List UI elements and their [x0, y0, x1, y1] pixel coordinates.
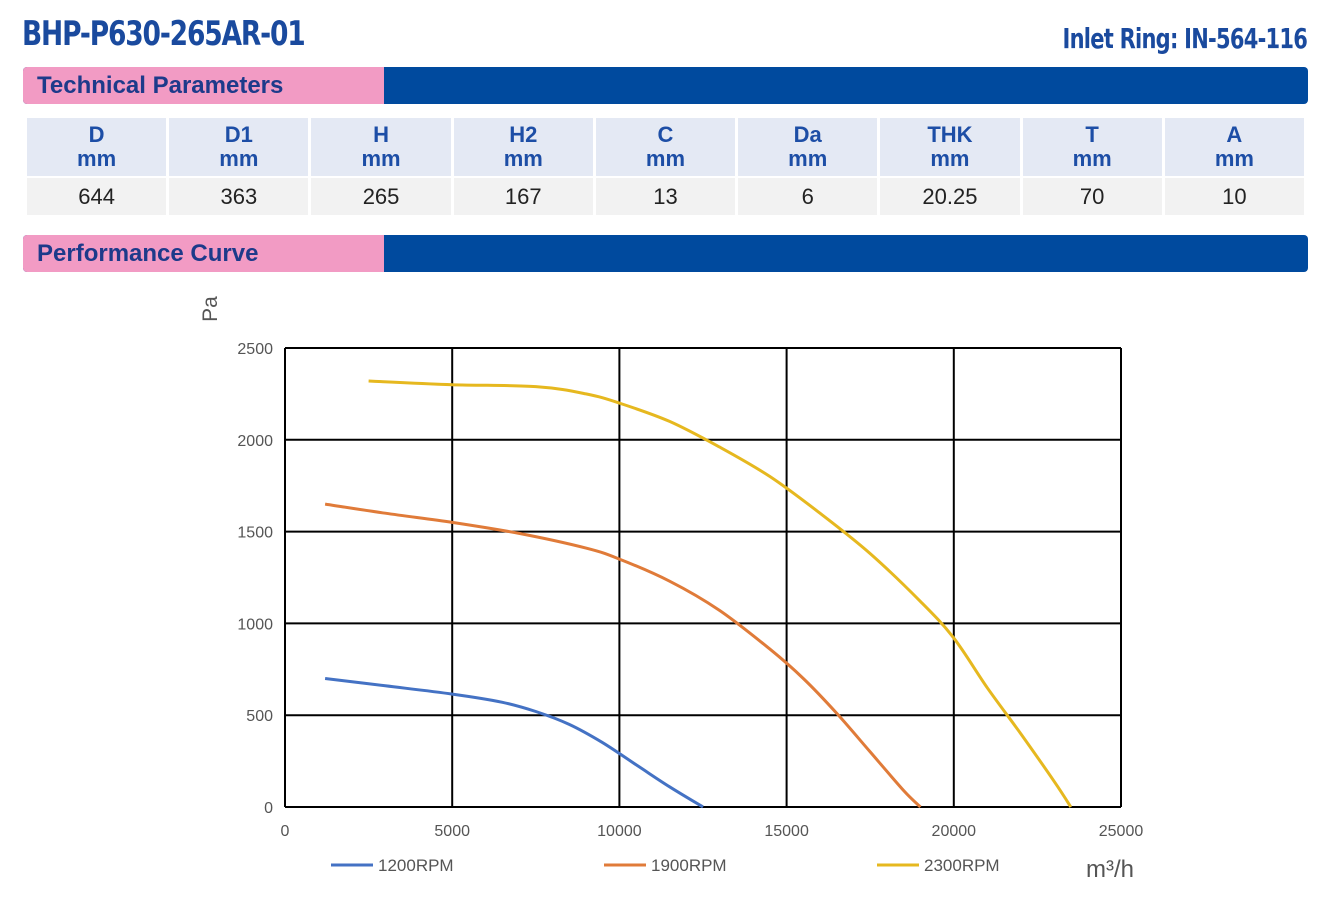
x-tick-label: 15000: [764, 823, 809, 840]
param-name: H2: [509, 122, 538, 147]
series-line-2300rpm: [368, 379, 1073, 808]
param-name: A: [1226, 122, 1243, 147]
param-value-t: 70: [1022, 176, 1162, 215]
param-name: T: [1085, 122, 1099, 147]
legend-label-1900rpm: 1900RPM: [651, 856, 727, 875]
param-value-h2: 167: [453, 176, 593, 215]
param-name: Da: [793, 122, 822, 147]
performance-curve-bar: Performance Curve: [23, 235, 1308, 272]
param-value-c: 13: [595, 176, 736, 215]
y-axis-label: Pa: [199, 296, 222, 322]
param-name: D: [88, 122, 105, 147]
y-tick-label: 1000: [237, 616, 273, 633]
chart-legend: 1200RPM 1900RPM 2300RPM: [331, 856, 1000, 875]
x-tick-label: 25000: [1099, 823, 1144, 840]
chart-series: [324, 379, 1073, 809]
param-value-d: 644: [27, 176, 167, 215]
technical-parameters-heading: Technical Parameters: [37, 72, 284, 99]
y-tick-label: 0: [264, 800, 273, 817]
param-unit: mm: [219, 146, 259, 171]
param-value-da: 6: [738, 176, 878, 215]
model-title: BHP-P630-265AR-01: [22, 14, 306, 54]
param-unit: mm: [361, 146, 401, 171]
y-tick-label: 2500: [237, 341, 273, 358]
param-unit: mm: [645, 146, 686, 171]
x-axis-label: m³/h: [1086, 856, 1134, 883]
y-tick-label: 2000: [237, 433, 273, 450]
param-value-d1: 363: [169, 176, 309, 215]
performance-curve-heading: Performance Curve: [37, 240, 259, 267]
param-name: D1: [224, 122, 253, 147]
param-unit: mm: [503, 146, 543, 171]
param-header-d1: D1 mm: [169, 118, 309, 176]
x-tick-label: 0: [281, 823, 290, 840]
param-name: C: [657, 122, 674, 147]
param-value-h: 265: [311, 176, 451, 215]
x-tick-label: 5000: [434, 823, 470, 840]
param-value-thk: 20.25: [880, 176, 1020, 215]
series-line-1200rpm: [324, 677, 704, 809]
param-unit: mm: [788, 146, 828, 171]
y-tick-label: 1500: [237, 525, 273, 542]
param-unit: mm: [930, 146, 970, 171]
technical-parameters-bar: Technical Parameters: [23, 67, 1308, 104]
technical-parameters-tab: Technical Parameters: [23, 67, 384, 104]
x-tick-label: 10000: [597, 823, 642, 840]
legend-label-1200rpm: 1200RPM: [378, 856, 454, 875]
param-name: H: [373, 122, 389, 147]
param-unit: mm: [1214, 146, 1254, 171]
param-header-da: Da mm: [738, 118, 878, 176]
inlet-ring-label: Inlet Ring: IN-564-116: [1062, 22, 1307, 55]
x-tick-label: 20000: [932, 823, 977, 840]
param-name: THK: [927, 122, 973, 147]
param-unit: mm: [77, 146, 117, 171]
param-header-thk: THK mm: [880, 118, 1020, 176]
param-header-h2: H2 mm: [453, 118, 593, 176]
param-value-a: 10: [1164, 176, 1304, 215]
y-tick-label: 500: [246, 708, 273, 725]
chart-grid: [284, 347, 1122, 808]
series-line-1900rpm: [324, 502, 922, 809]
param-unit: mm: [1072, 146, 1112, 171]
parameters-value-row: 644 363 265 167 13 6 20.25 70 10: [27, 176, 1304, 215]
performance-curve-tab: Performance Curve: [23, 235, 384, 272]
legend-label-2300rpm: 2300RPM: [924, 856, 1000, 875]
